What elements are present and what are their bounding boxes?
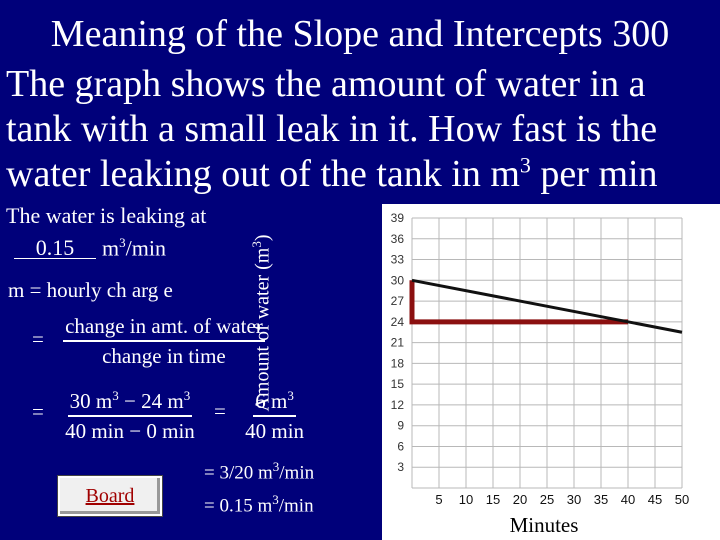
y-tick-label: 24 <box>391 315 405 329</box>
equals-sign: = <box>214 399 226 424</box>
chart-marks <box>409 278 683 334</box>
fraction-values: 30 m3 − 24 m3 40 min − 0 min <box>63 384 197 443</box>
chart-y-axis-label: Amount of water (m3) <box>249 234 274 412</box>
y-tick-label: 27 <box>391 294 405 308</box>
slide-title: Meaning of the Slope and Intercepts 300 <box>50 13 670 55</box>
fraction-values-numerator: 30 m3 − 24 m3 <box>67 384 193 417</box>
question-tail: per min <box>530 153 658 195</box>
water-level-line <box>411 278 683 334</box>
chart-grid <box>411 217 683 489</box>
y-tick-label: 33 <box>391 253 405 267</box>
x-tick-label: 15 <box>486 492 500 507</box>
answer-intro: The water is leaking at <box>6 203 207 228</box>
x-tick-label: 30 <box>567 492 581 507</box>
answer-line: 0.15 m3/min <box>14 230 166 261</box>
answer-blank: 0.15 <box>14 237 96 260</box>
x-tick-label: 20 <box>513 492 527 507</box>
board-button[interactable]: Board <box>57 475 163 517</box>
y-tick-label: 3 <box>397 460 404 474</box>
y-tick-label: 30 <box>391 273 405 287</box>
result-decimal: = 0.15 m3/min <box>204 492 314 517</box>
answer-unit-tail: /min <box>125 235 166 261</box>
fraction-words: change in amt. of water change in time <box>63 314 265 368</box>
x-tick-label: 45 <box>648 492 662 507</box>
y-tick-label: 18 <box>391 356 405 370</box>
answer-unit-sup: 3 <box>119 235 126 250</box>
fraction-values-denominator: 40 min − 0 min <box>65 419 195 443</box>
fraction-words-numerator: change in amt. of water <box>63 314 265 342</box>
slope-calculation-step: = 30 m3 − 24 m3 40 min − 0 min = 6 m3 40… <box>32 384 306 443</box>
chart-background <box>382 204 720 540</box>
fraction-simplified: 6 m3 40 min <box>243 384 306 443</box>
x-tick-label: 40 <box>621 492 635 507</box>
y-tick-label: 36 <box>391 232 405 246</box>
y-tick-label: 39 <box>391 211 405 225</box>
question-main: The graph shows the amount of water in a… <box>6 63 658 195</box>
x-tick-label: 5 <box>435 492 442 507</box>
fraction-words-denominator: change in time <box>102 344 226 368</box>
question-superscript: 3 <box>519 152 531 178</box>
slope-formula-step: = change in amt. of water change in time <box>32 314 265 368</box>
result-fraction: = 3/20 m3/min <box>204 459 315 484</box>
y-tick-label: 9 <box>397 419 404 433</box>
x-tick-label: 10 <box>459 492 473 507</box>
slope-definition: m = hourly ch arg e <box>8 278 173 302</box>
x-tick-label: 25 <box>540 492 554 507</box>
y-tick-label: 21 <box>391 336 405 350</box>
equals-sign: = <box>32 399 44 424</box>
slope-triangle <box>409 280 628 325</box>
x-tick-label: 50 <box>675 492 689 507</box>
x-tick-label: 35 <box>594 492 608 507</box>
chart-x-axis-label: Minutes <box>509 513 579 537</box>
slope-symbol: m <box>8 278 25 302</box>
slope-meaning: = hourly ch arg e <box>29 278 173 302</box>
question-text: The graph shows the amount of water in a… <box>6 62 718 197</box>
equals-sign: = <box>32 326 44 351</box>
fraction-simplified-denominator: 40 min <box>245 419 305 443</box>
fraction-simplified-numerator: 6 m3 <box>253 384 296 417</box>
answer-unit: m <box>102 235 120 261</box>
y-tick-label: 6 <box>397 439 404 453</box>
y-tick-label: 15 <box>391 377 405 391</box>
y-tick-label: 12 <box>391 398 405 412</box>
